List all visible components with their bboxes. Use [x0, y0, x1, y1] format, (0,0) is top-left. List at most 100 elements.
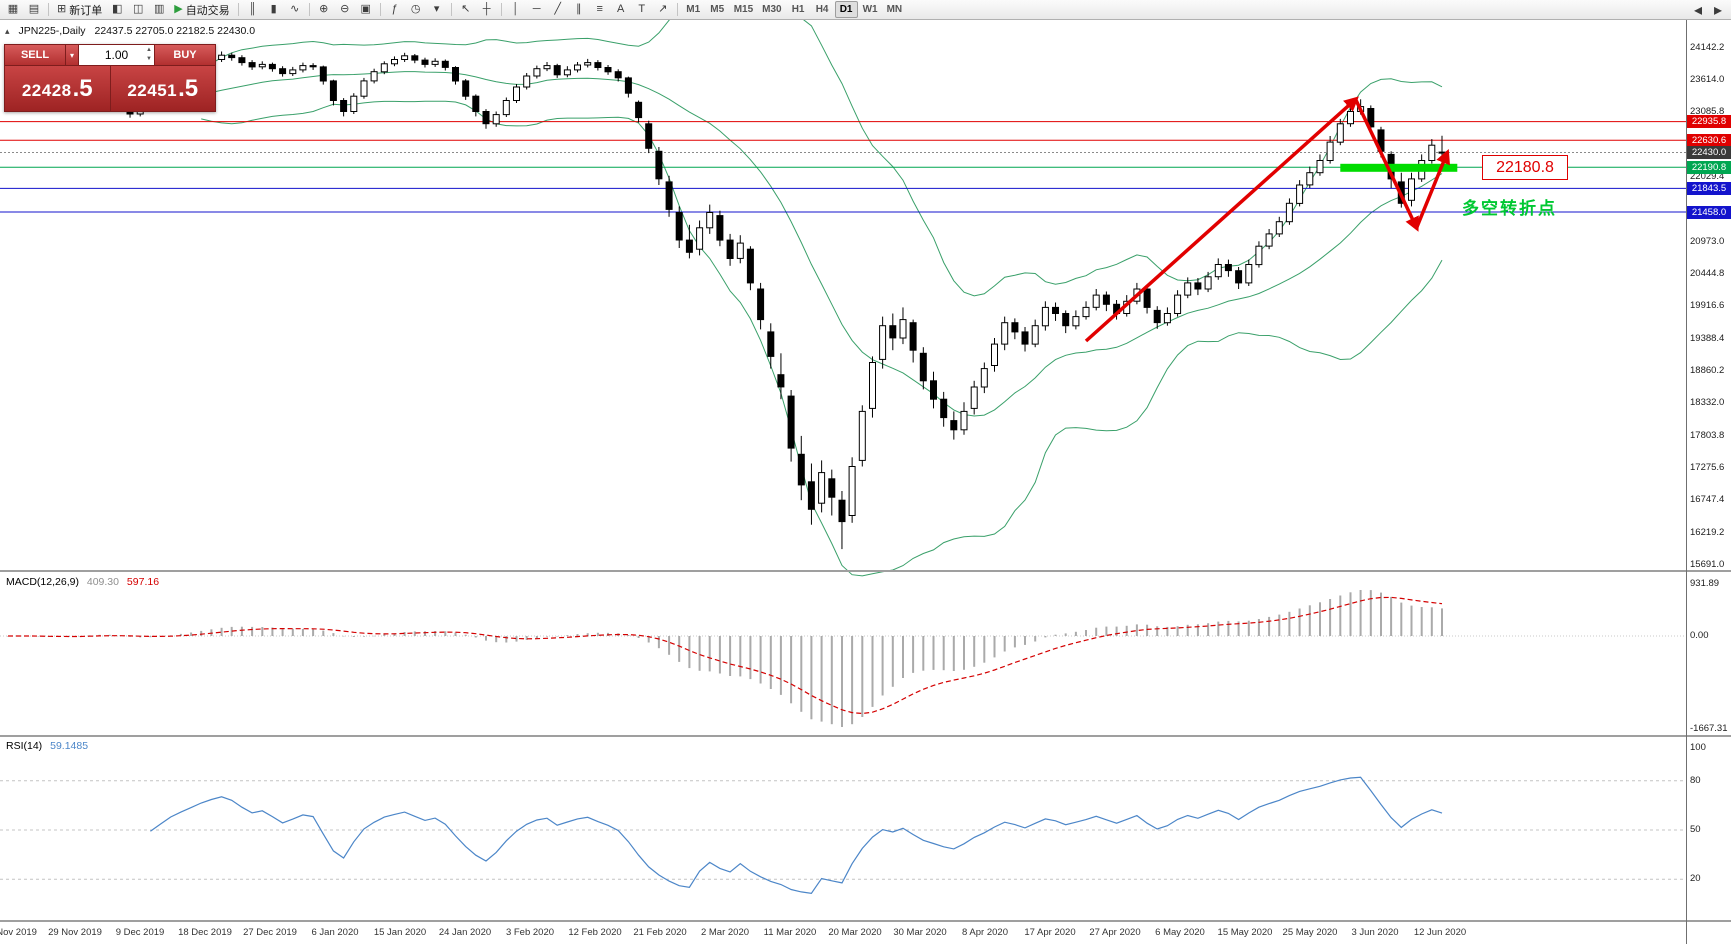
cycles-button[interactable]: ◷	[406, 1, 426, 18]
volume-input[interactable]: 1.00 ▲ ▼	[79, 45, 155, 65]
indicators-button[interactable]: ƒ	[385, 1, 405, 18]
text-button[interactable]: A	[611, 1, 631, 18]
zoom-out-button[interactable]: ⊖	[335, 1, 355, 18]
trendline-icon: ╱	[554, 3, 561, 15]
candlestick-chart-button[interactable]: ▮	[264, 1, 284, 18]
macd-label: MACD(12,26,9) 409.30 597.16	[6, 576, 164, 588]
templates-button[interactable]: ▾	[427, 1, 447, 18]
metaeditor-button[interactable]: ◧	[107, 1, 127, 18]
toolbar-separator	[237, 3, 239, 16]
data-window-icon: ▥	[154, 3, 165, 15]
macd-main-value: 409.30	[86, 576, 119, 588]
order-type-dropdown[interactable]: ▾	[65, 45, 79, 65]
autotrading-button[interactable]: ▶ 自动交易	[170, 1, 233, 18]
zoom-in-button[interactable]: ⊕	[314, 1, 334, 18]
timeframe-h1-button[interactable]: H1	[791, 4, 805, 15]
profiles-icon: ▤	[28, 3, 40, 15]
vertical-line-button[interactable]: │	[506, 1, 526, 18]
turning-point-note[interactable]: 多空转折点	[1462, 199, 1557, 218]
cycles-icon: ◷	[410, 3, 421, 15]
cursor-button[interactable]: ↖	[456, 1, 476, 18]
zoom-in-icon: ⊕	[319, 3, 329, 15]
metaeditor-icon: ◧	[112, 3, 123, 15]
autotrading-label: 自动交易	[185, 4, 230, 17]
time-axis-label: 17 Apr 2020	[1024, 927, 1076, 938]
support-zone-segment[interactable]	[1340, 163, 1458, 172]
trend-arrow-3[interactable]	[1414, 149, 1451, 229]
scroll-toolbar-left-button[interactable]: ◂	[1693, 1, 1703, 19]
timeframe-m1-button[interactable]: M1	[686, 4, 701, 15]
crosshair-button[interactable]: ┼	[477, 1, 497, 18]
channel-button[interactable]: ∥	[569, 1, 589, 18]
profiles-button[interactable]: ▤	[24, 1, 44, 18]
templates-icon: ▾	[433, 3, 440, 15]
time-axis-label: 27 Dec 2019	[243, 927, 297, 938]
toolbar-separator	[379, 3, 381, 16]
time-axis-label: 6 May 2020	[1155, 927, 1205, 938]
candlestick-chart-icon: ▮	[270, 3, 277, 15]
volume-stepper[interactable]: ▲ ▼	[146, 47, 152, 62]
crosshair-icon: ┼	[482, 3, 491, 15]
timeframe-m5-button[interactable]: M5	[710, 4, 725, 15]
bar-chart-icon: ║	[248, 3, 257, 15]
time-axis-label: 11 Mar 2020	[763, 927, 817, 938]
line-chart-button[interactable]: ∿	[285, 1, 305, 18]
new-order-label: 新订单	[69, 4, 103, 17]
scroll-toolbar-right-button[interactable]: ▸	[1713, 1, 1723, 19]
time-axis-label: 15 May 2020	[1217, 927, 1273, 938]
bar-chart-button[interactable]: ║	[243, 1, 263, 18]
bid-main: 22428	[21, 81, 72, 100]
trend-arrow-2[interactable]	[1354, 98, 1419, 232]
rsi-name: RSI(14)	[6, 740, 43, 752]
bid-price[interactable]: 22428 .5	[5, 66, 111, 111]
arrows-button[interactable]: ↗	[653, 1, 673, 18]
timeframe-d1-button[interactable]: D1	[834, 1, 858, 18]
toolbar-separator	[48, 3, 49, 16]
fibonacci-icon: ≡	[596, 3, 603, 15]
rsi-pane-separator[interactable]	[0, 735, 1731, 737]
time-axis[interactable]: 20 Nov 2019 29 Nov 2019 9 Dec 2019 18 Dec 2…	[0, 922, 1731, 944]
time-axis-label: 2 Mar 2020	[700, 927, 750, 938]
tile-windows-icon: ▣	[360, 3, 371, 15]
sell-button[interactable]: SELL	[5, 45, 65, 65]
drawing-objects-layer	[1084, 96, 1458, 343]
strategy-tester-button[interactable]: ◫	[128, 1, 148, 18]
toolbar-separator	[450, 3, 452, 16]
data-window-button[interactable]: ▥	[149, 1, 169, 18]
line-chart-icon: ∿	[290, 3, 300, 15]
trendline-button[interactable]: ╱	[548, 1, 568, 18]
timeframe-m15-button[interactable]: M15	[733, 4, 754, 15]
timeframe-m30-button[interactable]: M30	[762, 4, 782, 15]
macd-pane-separator[interactable]	[0, 570, 1731, 572]
time-axis-separator	[0, 920, 1731, 922]
horizontal-line-button[interactable]: ─	[527, 1, 547, 18]
timeframe-w1-button[interactable]: W1	[862, 4, 878, 15]
toolbar: ▦ ▤ ⊞ 新订单 ◧ ◫ ▥ ▶ 自动交易 ║ ▮ ∿ ⊕ ⊖ ▣ ƒ ◷ ▾ ↖ ┼ │ ─ ╱ ∥ ≡ A T ↗ M1 M5 M15…	[0, 0, 1731, 20]
price-annotation-box[interactable]: 22180.8	[1482, 155, 1568, 180]
ask-main: 22451	[127, 81, 178, 100]
buy-button[interactable]: BUY	[155, 45, 215, 65]
chart-info-line: ▴ JPN225-,Daily 22437.5 22705.0 22182.5 …	[5, 25, 261, 37]
text-label-icon: T	[638, 3, 646, 15]
new-order-icon: ⊞	[57, 3, 67, 15]
new-order-button[interactable]: ⊞ 新订单	[53, 1, 106, 18]
text-label-button[interactable]: T	[632, 1, 652, 18]
timeframe-mn-button[interactable]: MN	[886, 4, 903, 15]
time-axis-label: 3 Feb 2020	[505, 927, 555, 938]
tile-windows-button[interactable]: ▣	[356, 1, 376, 18]
ask-price[interactable]: 22451 .5	[110, 66, 215, 111]
one-click-toggle-icon[interactable]: ▴	[5, 26, 10, 36]
ask-frac: .5	[178, 75, 199, 102]
fibonacci-button[interactable]: ≡	[590, 1, 610, 18]
indicators-icon: ƒ	[391, 3, 398, 15]
autotrading-icon: ▶	[174, 3, 183, 15]
toolbar-separator	[500, 3, 502, 16]
bollinger-bands-layer	[200, 0, 1443, 577]
time-axis-label: 20 Mar 2020	[828, 927, 882, 938]
toolbar-separator	[676, 3, 678, 16]
timeframe-h4-button[interactable]: H4	[815, 4, 829, 15]
new-chart-button[interactable]: ▦	[3, 1, 23, 18]
trend-arrow-1[interactable]	[1084, 96, 1359, 343]
time-axis-label: 29 Nov 2019	[48, 927, 102, 938]
